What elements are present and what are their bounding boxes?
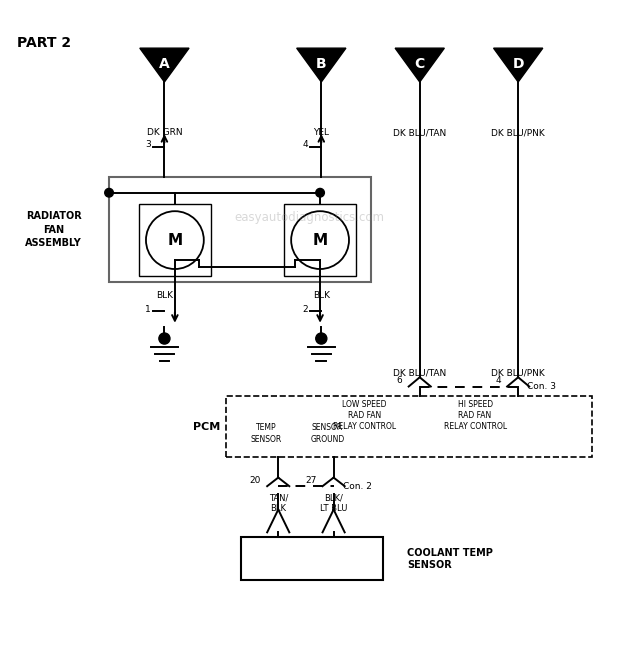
Text: M: M <box>167 233 182 248</box>
Text: Con. 2: Con. 2 <box>343 482 371 491</box>
Bar <box>284 204 357 276</box>
Text: YEL: YEL <box>313 128 329 137</box>
Text: 1: 1 <box>145 305 151 314</box>
Text: B: B <box>316 57 327 72</box>
Text: C: C <box>415 57 425 72</box>
Text: PART 2: PART 2 <box>17 36 71 50</box>
Circle shape <box>316 188 324 197</box>
Text: LOW SPEED
RAD FAN
RELAY CONTROL: LOW SPEED RAD FAN RELAY CONTROL <box>333 400 396 431</box>
Text: DK GRN: DK GRN <box>146 128 182 137</box>
Circle shape <box>104 188 113 197</box>
Text: 2: 2 <box>302 305 308 314</box>
Text: 20: 20 <box>250 476 261 485</box>
Text: M: M <box>313 233 328 248</box>
Circle shape <box>146 211 204 269</box>
Bar <box>226 396 592 457</box>
Text: 4: 4 <box>302 140 308 150</box>
Text: BLK: BLK <box>313 291 330 300</box>
Circle shape <box>159 333 170 344</box>
Text: A: A <box>159 57 170 72</box>
Text: DK BLU/PNK: DK BLU/PNK <box>491 128 545 137</box>
Text: SENSOR
GROUND: SENSOR GROUND <box>310 423 345 443</box>
Text: BLK/
LT BLU: BLK/ LT BLU <box>320 493 347 513</box>
Text: 4: 4 <box>495 376 501 385</box>
Text: 27: 27 <box>305 476 316 485</box>
Bar <box>109 177 371 282</box>
Text: COOLANT TEMP
SENSOR: COOLANT TEMP SENSOR <box>407 547 493 570</box>
Text: DK BLU/TAN: DK BLU/TAN <box>393 128 446 137</box>
Text: D: D <box>512 57 524 72</box>
Polygon shape <box>140 48 189 82</box>
Bar <box>138 204 211 276</box>
Polygon shape <box>297 48 346 82</box>
Circle shape <box>291 211 349 269</box>
Polygon shape <box>395 48 444 82</box>
Text: easyautodiagnostics.com: easyautodiagnostics.com <box>234 211 384 224</box>
Text: DK BLU/PNK: DK BLU/PNK <box>491 368 545 377</box>
Text: Con. 3: Con. 3 <box>527 382 556 391</box>
Text: 6: 6 <box>397 376 402 385</box>
Polygon shape <box>494 48 543 82</box>
Circle shape <box>316 333 327 344</box>
Text: TEMP
SENSOR: TEMP SENSOR <box>250 423 282 443</box>
Text: DK BLU/TAN: DK BLU/TAN <box>393 368 446 377</box>
Bar <box>241 538 383 580</box>
Text: TAN/
BLK: TAN/ BLK <box>269 493 288 513</box>
Text: BLK: BLK <box>156 291 173 300</box>
Text: RADIATOR
FAN
ASSEMBLY: RADIATOR FAN ASSEMBLY <box>25 211 82 248</box>
Text: 3: 3 <box>145 140 151 150</box>
Text: HI SPEED
RAD FAN
RELAY CONTROL: HI SPEED RAD FAN RELAY CONTROL <box>444 400 507 431</box>
Text: PCM: PCM <box>193 421 220 432</box>
